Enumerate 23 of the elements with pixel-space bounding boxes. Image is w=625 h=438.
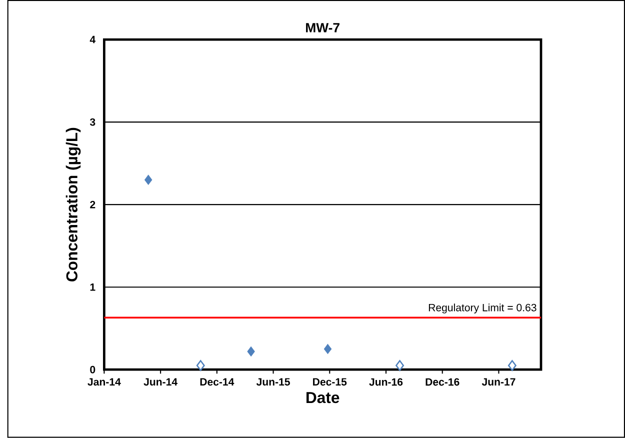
point bbox=[196, 360, 205, 371]
x-tick-label: Jan-14 bbox=[88, 378, 121, 386]
y-tick-label: 2 bbox=[90, 200, 96, 208]
point bbox=[144, 174, 152, 185]
point bbox=[324, 344, 332, 354]
x-tick-label: Jun-16 bbox=[369, 378, 403, 386]
x-tick-label: Jun-14 bbox=[144, 378, 178, 386]
y-axis-title: Concentration (µg/L) bbox=[66, 128, 81, 282]
y-tick-label: 3 bbox=[90, 118, 96, 126]
chart-title: MW-7 bbox=[306, 23, 340, 32]
x-tick-label: Jun-17 bbox=[482, 378, 516, 386]
point bbox=[508, 360, 516, 371]
x-tick-label: Dec-15 bbox=[313, 378, 347, 386]
x-tick-label: Jun-15 bbox=[256, 378, 290, 386]
x-tick-label: Dec-16 bbox=[426, 378, 460, 386]
y-tick-label: 1 bbox=[90, 284, 96, 291]
point bbox=[247, 346, 255, 357]
point bbox=[396, 360, 404, 371]
x-tick-label: Dec-14 bbox=[200, 378, 234, 386]
y-tick-label: 4 bbox=[90, 36, 96, 44]
x-axis-title: Date bbox=[306, 392, 340, 404]
ref-line-label: Regulatory Limit = 0.63 bbox=[428, 304, 536, 314]
y-tick-label: 0 bbox=[90, 366, 96, 374]
